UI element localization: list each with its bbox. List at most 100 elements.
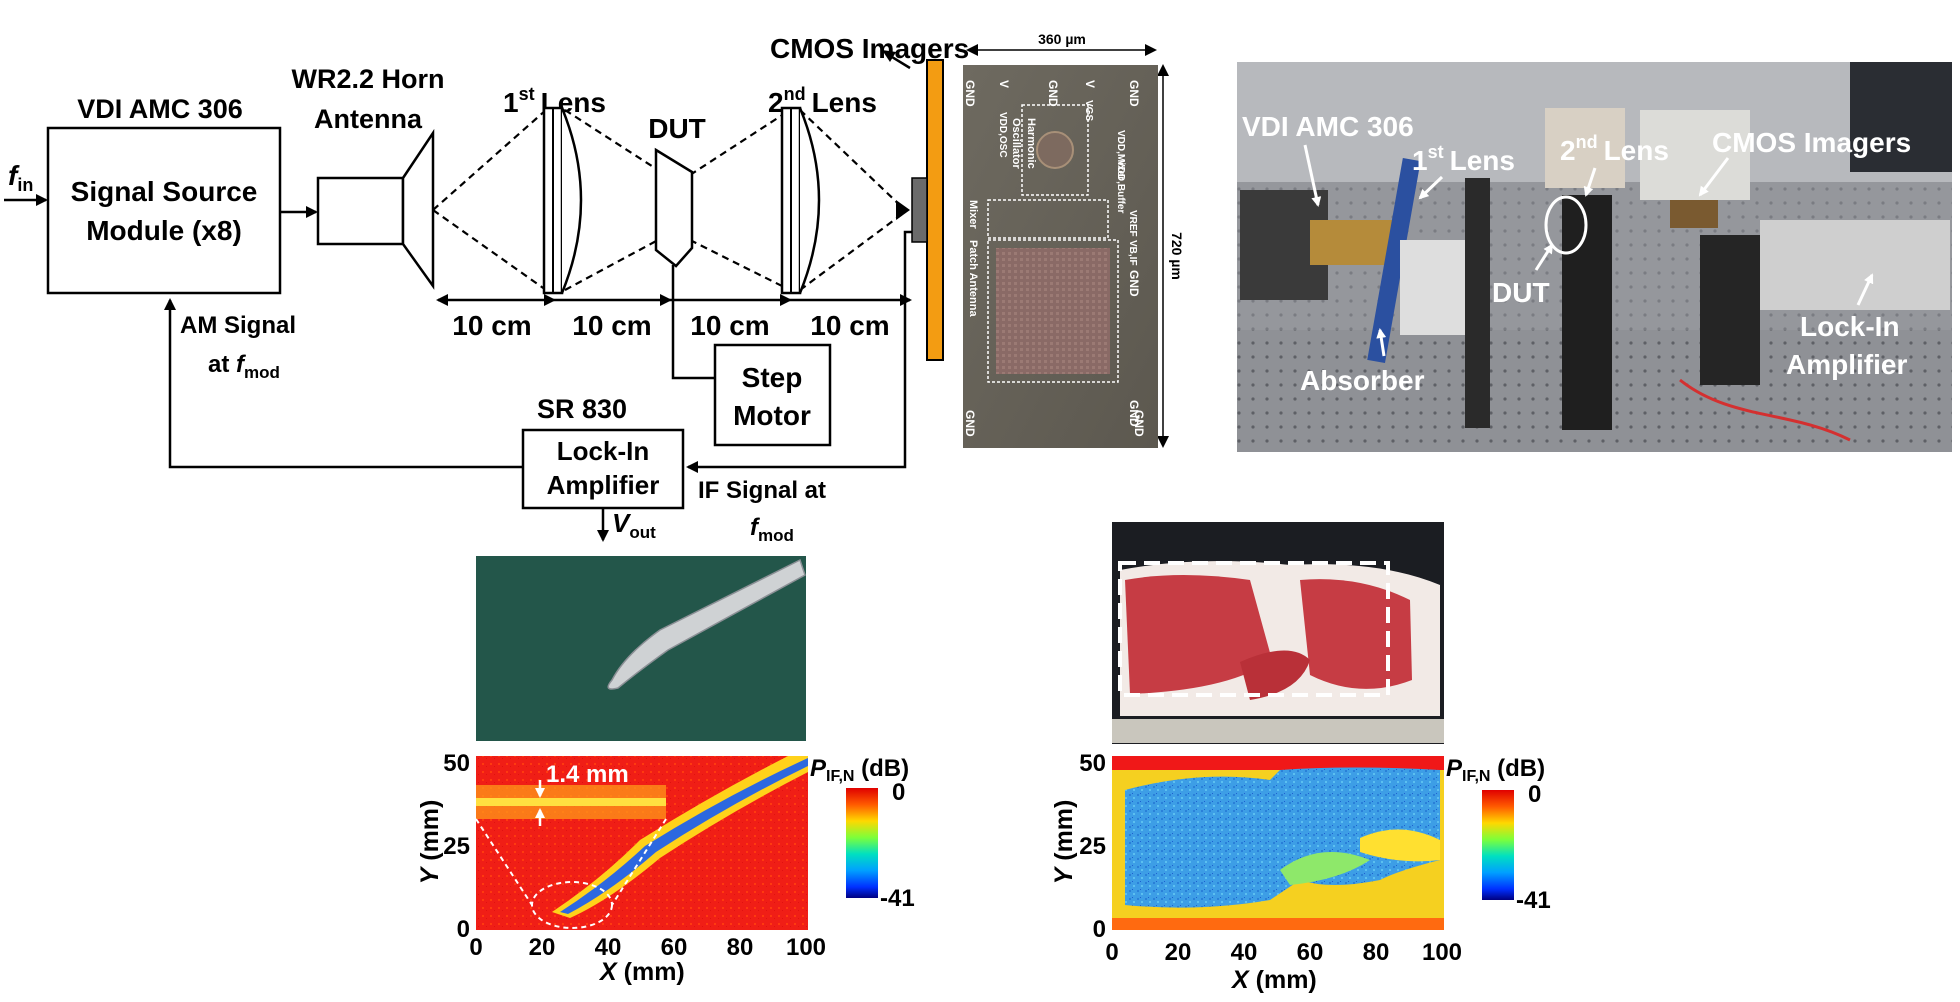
svg-text:CMOS Imagers: CMOS Imagers [1712, 127, 1911, 158]
lens2-mount [1562, 195, 1612, 430]
zoom-guide-left [475, 818, 533, 906]
heatmap-left: 1.4 mm 50 25 0 0 20 40 60 80 100 X (mm) … [416, 750, 915, 986]
imager-array-bar [926, 59, 944, 361]
setup-photo: VDI AMC 306 1st Lens 2nd Lens CMOS Imagers… [1237, 62, 1952, 452]
svg-text:50: 50 [443, 750, 470, 777]
source-title: VDI AMC 306 [77, 94, 243, 124]
svg-text:GND: GND [1127, 270, 1141, 297]
lockin-line2: Amplifier [547, 470, 660, 500]
if-signal-line [686, 230, 912, 473]
fat-band-mid [1280, 852, 1370, 885]
colorbar-left [846, 788, 878, 898]
instrument-stack [1545, 108, 1625, 188]
mixer-block [987, 199, 1109, 239]
svg-text:Harmonic: Harmonic [1025, 118, 1037, 169]
heatmap-right-bottom-edge [1112, 918, 1444, 930]
lockin-line1: Lock-In [557, 436, 649, 466]
svg-text:VDD,Mixer: VDD,Mixer [1115, 130, 1126, 180]
block-diagram: fin VDI AMC 306 Signal Source Module (x8… [4, 33, 969, 545]
horn-line2: Antenna [314, 104, 423, 134]
lens1-icon [542, 106, 583, 295]
heatmap-left-xlabel: X (mm) [598, 958, 685, 986]
spacing-3: 10 cm [690, 310, 769, 341]
svg-text:Patch Antenna: Patch Antenna [967, 240, 979, 317]
svg-text:0: 0 [1093, 916, 1106, 943]
svg-text:VREF: VREF [1127, 210, 1138, 237]
svg-text:Mixer: Mixer [967, 200, 979, 229]
svg-text:Amplifier: Amplifier [1786, 349, 1907, 380]
step-motor-box [713, 343, 832, 447]
fat-band-right [1360, 829, 1440, 862]
svg-text:VB,IF: VB,IF [1127, 240, 1138, 266]
cables [1679, 378, 1851, 442]
svg-text:100: 100 [1422, 939, 1462, 966]
svg-text:0: 0 [457, 916, 470, 943]
absorber-photo [1367, 157, 1421, 363]
instrument-rack [1640, 110, 1750, 200]
heatmap-right-axes: 50 25 0 0 20 40 60 80 100 X (mm) Y (mm) [1050, 750, 1462, 994]
svg-text:V: V [997, 80, 1011, 88]
step-motor-line1: Step [742, 362, 803, 393]
heatmap-left-ylabel: Y (mm) [416, 800, 444, 885]
svg-text:V: V [1083, 80, 1097, 88]
svg-text:GND: GND [963, 80, 977, 107]
beam-arrowhead [896, 200, 910, 220]
colorbar-right-max: 0 [1528, 781, 1541, 808]
imagers-label: CMOS Imagers [770, 33, 969, 64]
input-freq-label: fin [8, 160, 33, 195]
meat-lean-mid [1240, 650, 1310, 700]
svg-text:GND: GND [1127, 80, 1141, 107]
svg-text:80: 80 [727, 934, 754, 961]
imager-chip [911, 177, 928, 243]
spacing-1: 10 cm [452, 310, 531, 341]
if-signal-line1: IF Signal at [698, 477, 826, 504]
lens2-label: 2nd Lens [768, 84, 877, 118]
colorbar-left-title: PIF,N (dB) [810, 755, 909, 785]
svg-text:60: 60 [661, 934, 688, 961]
lens2-icon [780, 106, 821, 295]
source-module-photo [1310, 220, 1395, 265]
svg-text:VDI AMC 306: VDI AMC 306 [1242, 111, 1414, 142]
monitor [1850, 62, 1952, 172]
beam-paths [432, 109, 906, 291]
imagers-pointer-head [882, 50, 896, 62]
vout-label: Vout [612, 508, 656, 542]
translation-stage [1700, 235, 1760, 385]
svg-text:Absorber: Absorber [1300, 365, 1425, 396]
svg-text:40: 40 [595, 934, 622, 961]
if-signal-line2: fmod [750, 514, 794, 545]
svg-text:20: 20 [1165, 939, 1192, 966]
heatmap-left-axes: 50 25 0 0 20 40 60 80 100 X (mm) Y (mm) [416, 750, 826, 986]
svg-text:100: 100 [786, 934, 826, 961]
am-signal-line2: at fmod [208, 351, 280, 382]
ruler [1112, 719, 1444, 743]
svg-text:60: 60 [1297, 939, 1324, 966]
heatmap-right: 50 25 0 0 20 40 60 80 100 X (mm) Y (mm) … [1050, 750, 1551, 994]
chip-pad-labels: GND V GND V GND VDD,OSC VGS VDD,Mixer VD… [963, 80, 1146, 437]
scan-region-box [1118, 561, 1390, 697]
chip-micrograph: 360 µm 720 µm GND V GND V GND VDD,OSC VG… [963, 31, 1185, 448]
lockin-title: SR 830 [537, 394, 627, 424]
colorbar-right-title: PIF,N (dB) [1446, 755, 1545, 785]
spacing-2: 10 cm [572, 310, 651, 341]
meat-lean-right [1300, 579, 1412, 689]
horn-waveguide [316, 176, 405, 246]
svg-text:Oscillator: Oscillator [1010, 118, 1022, 169]
am-signal-line1: AM Signal [180, 312, 296, 339]
colorbar-left-max: 0 [892, 779, 905, 806]
heatmap-right-top-edge [1112, 756, 1444, 770]
svg-text:GND: GND [1046, 80, 1060, 107]
lean-meat-region [1125, 767, 1440, 908]
svg-text:GND: GND [1127, 400, 1141, 427]
photo-lens2-label: 2nd Lens [1560, 132, 1669, 166]
svg-text:0: 0 [1105, 939, 1118, 966]
photo-lens1-label: 1st Lens [1412, 142, 1515, 176]
svg-text:Lock-In: Lock-In [1800, 311, 1900, 342]
svg-text:VGS: VGS [1083, 100, 1094, 121]
tweezers-photo [476, 556, 806, 741]
chip-height-label: 720 µm [1169, 232, 1185, 280]
oscillator-block [1021, 104, 1089, 196]
width-annotation: 1.4 mm [546, 761, 629, 788]
